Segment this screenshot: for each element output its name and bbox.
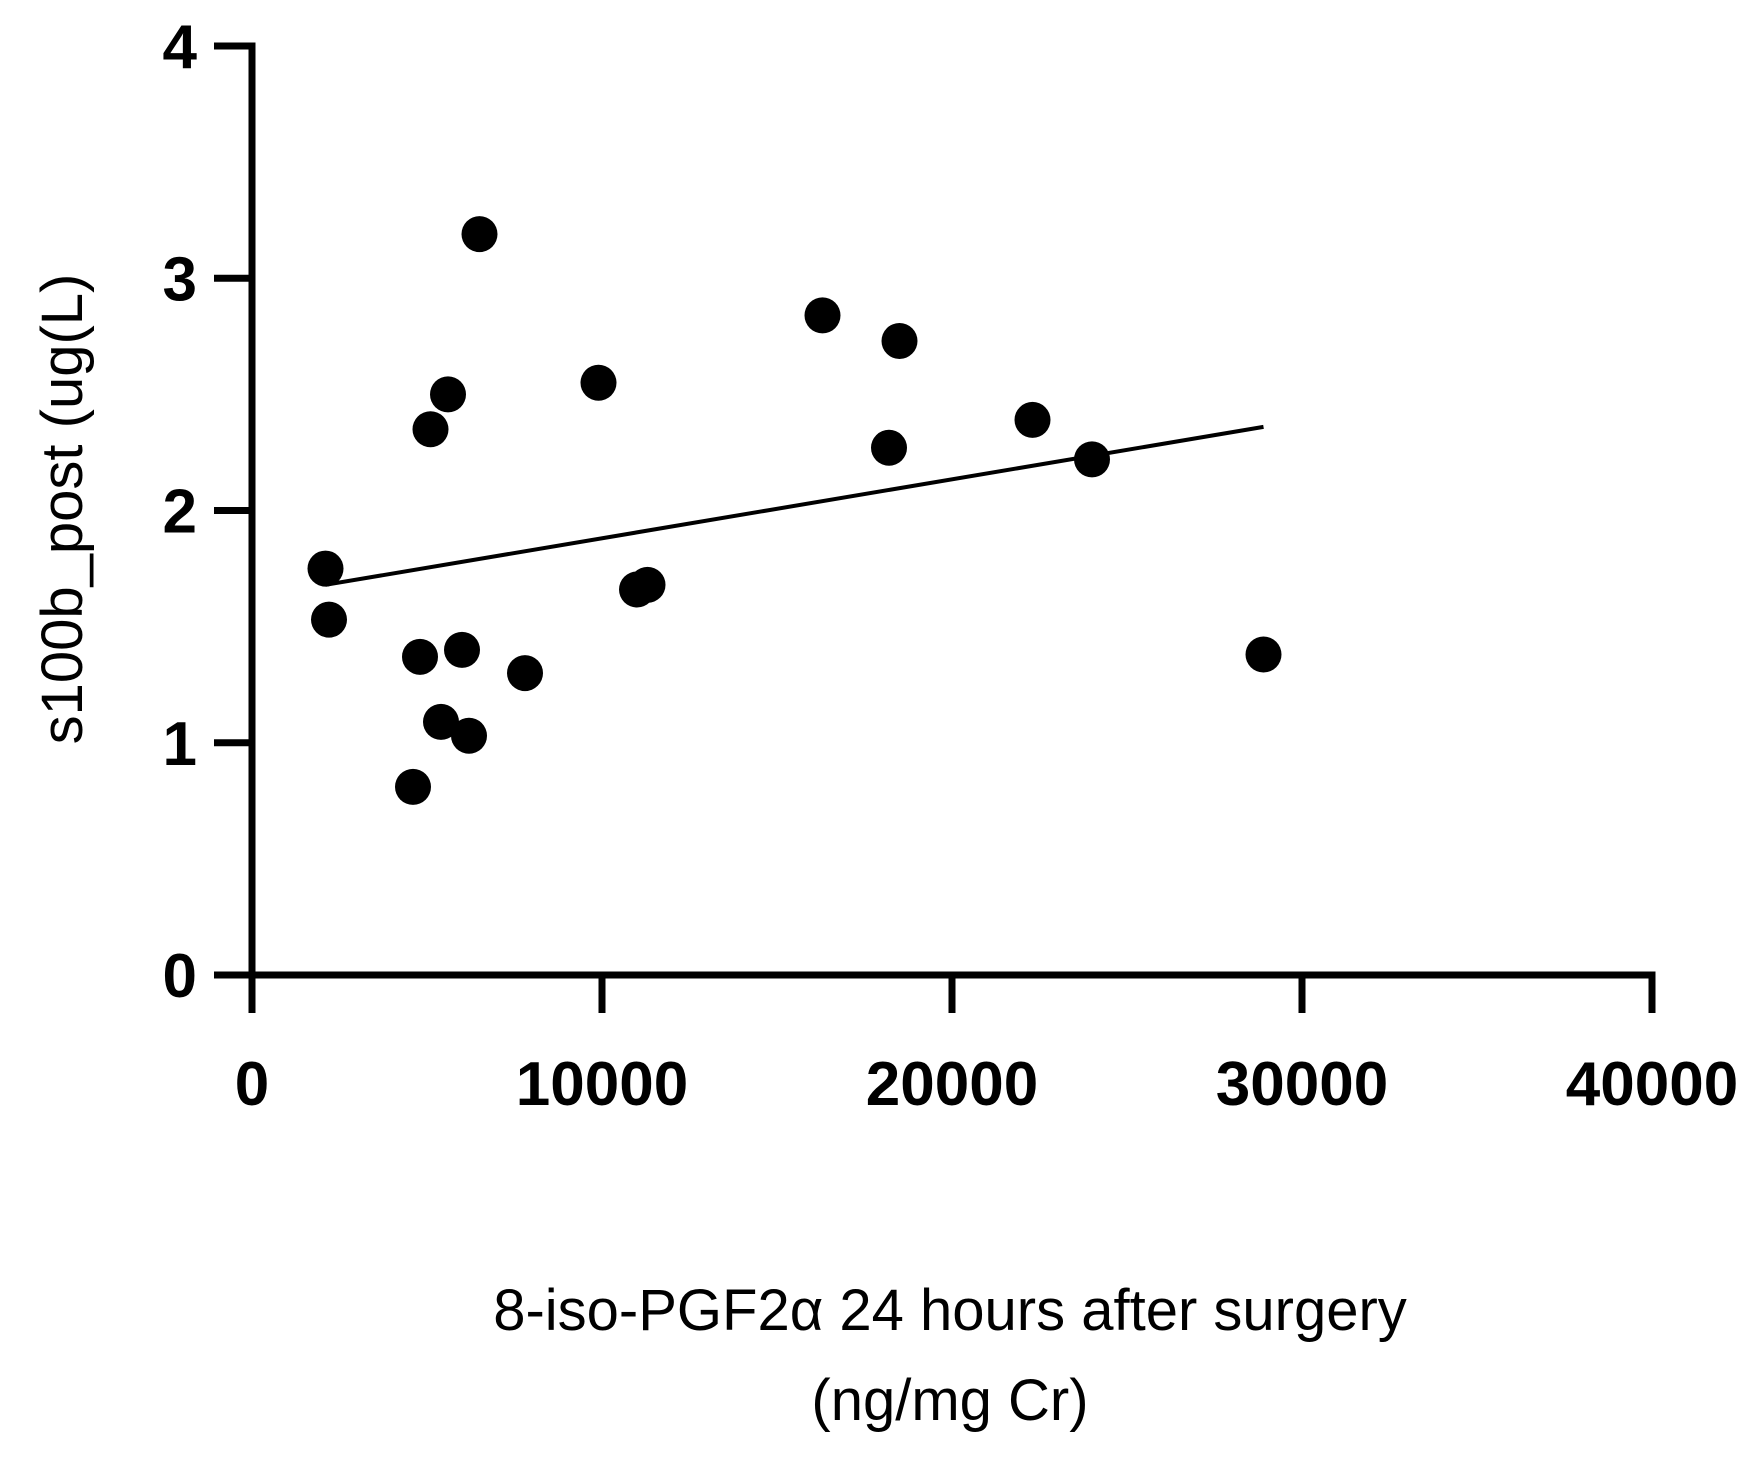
data-point — [423, 703, 459, 740]
data-point — [451, 717, 487, 754]
regression-line — [325, 424, 1264, 587]
x-axis-title-line-2: (ng/mg Cr) — [811, 1368, 1088, 1433]
y-ticks: 0 1 2 3 4 — [163, 13, 252, 1011]
data-point — [580, 364, 617, 401]
y-tick-label: 1 — [163, 710, 197, 779]
data-point — [307, 550, 344, 587]
data-point — [311, 601, 347, 638]
x-tick-label: 0 — [235, 1050, 269, 1119]
data-point — [507, 655, 543, 692]
data-point — [461, 216, 498, 253]
data-point — [1245, 636, 1282, 673]
regression — [325, 424, 1264, 587]
x-tick-label: 30000 — [1216, 1050, 1388, 1119]
data-point — [1014, 401, 1051, 438]
data-point — [412, 411, 449, 448]
y-axis-title: s100b_post (ug(L) — [30, 274, 95, 745]
data-point — [395, 768, 431, 805]
data-points — [307, 216, 1282, 805]
x-tick-label: 20000 — [866, 1050, 1038, 1119]
data-point — [430, 376, 466, 413]
data-point — [1074, 441, 1110, 478]
y-tick-label: 3 — [163, 245, 197, 314]
y-tick-label: 0 — [163, 942, 197, 1011]
data-point — [402, 638, 438, 675]
data-point — [629, 566, 666, 603]
data-point — [804, 297, 841, 334]
y-tick-label: 4 — [163, 13, 198, 82]
data-point — [871, 429, 907, 466]
data-point — [444, 631, 480, 668]
data-point — [881, 322, 918, 359]
x-tick-label: 40000 — [1566, 1050, 1738, 1119]
x-tick-label: 10000 — [516, 1050, 688, 1119]
x-ticks: 0 10000 20000 30000 40000 — [235, 975, 1738, 1119]
axes — [248, 42, 1656, 979]
x-axis-title-line-1: 8-iso-PGF2α 24 hours after surgery — [493, 1278, 1407, 1343]
y-tick-label: 2 — [163, 478, 197, 547]
